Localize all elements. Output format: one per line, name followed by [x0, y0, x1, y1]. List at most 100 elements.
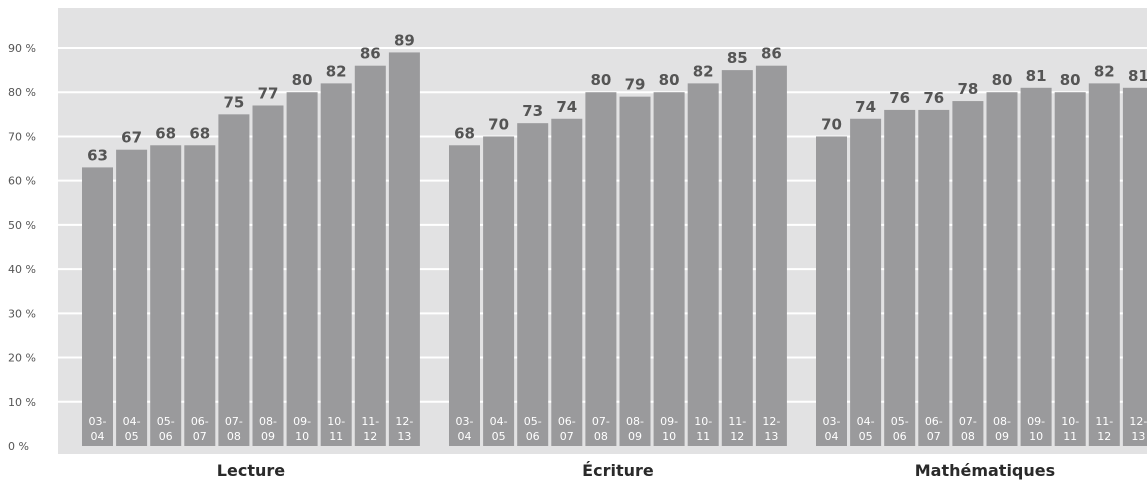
category-label: 12 — [363, 430, 377, 443]
y-tick-label: 0 % — [8, 440, 29, 453]
data-label: 80 — [1060, 71, 1081, 89]
category-label: 09 — [628, 430, 642, 443]
category-label: 12- — [1129, 415, 1147, 428]
y-tick-label: 20 % — [8, 352, 36, 365]
category-label: 11- — [728, 415, 746, 428]
data-label: 76 — [889, 89, 910, 107]
category-label: 04 — [458, 430, 472, 443]
y-axis: 0 % 10 % 20 % 30 % 40 % 50 % 60 % 70 % 80 % 90 % — [8, 42, 36, 453]
bar — [687, 83, 719, 446]
category-label: 06- — [558, 415, 576, 428]
category-label: 07- — [959, 415, 977, 428]
category-label: 09- — [1027, 415, 1045, 428]
bar — [1088, 83, 1120, 446]
category-label: 10 — [662, 430, 676, 443]
y-tick-label: 10 % — [8, 396, 36, 409]
data-label: 67 — [121, 129, 142, 147]
category-label: 10 — [1029, 430, 1043, 443]
category-label: 04 — [91, 430, 105, 443]
bar — [1054, 92, 1086, 446]
data-label: 68 — [155, 124, 176, 142]
bar — [82, 167, 113, 446]
data-label: 75 — [223, 93, 244, 111]
bar — [850, 118, 882, 446]
group-label: Lecture — [217, 461, 285, 480]
data-label: 79 — [625, 76, 646, 94]
data-label: 70 — [821, 115, 842, 133]
y-tick-label: 50 % — [8, 219, 36, 232]
category-label: 05- — [157, 415, 175, 428]
y-tick-label: 60 % — [8, 175, 36, 188]
data-label: 80 — [659, 71, 680, 89]
category-label: 12- — [395, 415, 413, 428]
data-label: 81 — [1128, 67, 1147, 85]
bar — [952, 101, 984, 447]
category-label: 06 — [526, 430, 540, 443]
category-label: 13 — [1131, 430, 1145, 443]
category-label: 07 — [927, 430, 941, 443]
bar — [218, 114, 250, 446]
bar — [1122, 87, 1147, 447]
data-label: 68 — [189, 124, 210, 142]
bar — [449, 145, 480, 447]
data-label: 78 — [957, 80, 978, 98]
category-label: 12 — [730, 430, 744, 443]
bar — [286, 92, 318, 446]
y-tick-label: 90 % — [8, 42, 36, 55]
group-2: 70 03- 04 74 04- 05 76 05- 06 76 06- 07 78 07- 08 80 08-… — [816, 62, 1147, 480]
bar — [755, 65, 787, 446]
category-label: 09 — [261, 430, 275, 443]
category-label: 10- — [327, 415, 345, 428]
category-label: 08 — [594, 430, 608, 443]
category-label: 06 — [159, 430, 173, 443]
group-1: 68 03- 04 70 04- 05 73 05- 06 74 06- 07 80 07- 08 79 08-… — [449, 45, 787, 480]
category-label: 03- — [456, 415, 474, 428]
category-label: 11 — [1063, 430, 1077, 443]
category-label: 06- — [925, 415, 943, 428]
category-label: 06- — [191, 415, 209, 428]
category-label: 08- — [259, 415, 277, 428]
category-label: 05- — [524, 415, 542, 428]
bar — [816, 136, 847, 446]
y-tick-label: 70 % — [8, 130, 36, 143]
y-tick-label: 30 % — [8, 307, 36, 320]
category-label: 09 — [995, 430, 1009, 443]
category-label: 11- — [1095, 415, 1113, 428]
category-label: 13 — [764, 430, 778, 443]
data-label: 70 — [488, 115, 509, 133]
category-label: 05 — [492, 430, 506, 443]
bar — [150, 145, 182, 447]
data-label: 76 — [923, 89, 944, 107]
category-label: 07 — [560, 430, 574, 443]
category-label: 05 — [859, 430, 873, 443]
category-label: 07- — [225, 415, 243, 428]
bar — [354, 65, 386, 446]
data-label: 80 — [292, 71, 313, 89]
category-label: 08 — [227, 430, 241, 443]
bar — [986, 92, 1018, 446]
category-label: 12- — [762, 415, 780, 428]
data-label: 82 — [1094, 62, 1115, 80]
bar — [116, 149, 148, 446]
category-label: 12 — [1097, 430, 1111, 443]
data-label: 74 — [855, 98, 876, 116]
category-label: 10 — [295, 430, 309, 443]
y-tick-label: 80 % — [8, 86, 36, 99]
bar — [721, 70, 753, 446]
bar — [184, 145, 216, 447]
data-label: 68 — [454, 124, 475, 142]
data-label: 86 — [360, 45, 381, 63]
bar — [653, 92, 685, 446]
category-label: 08- — [626, 415, 644, 428]
category-label: 08- — [993, 415, 1011, 428]
group-label: Mathématiques — [915, 461, 1055, 480]
category-label: 11- — [361, 415, 379, 428]
category-label: 07 — [193, 430, 207, 443]
category-label: 08 — [961, 430, 975, 443]
category-label: 09- — [660, 415, 678, 428]
bar — [884, 109, 916, 447]
category-label: 03- — [823, 415, 841, 428]
group-label: Écriture — [582, 461, 654, 480]
bar — [551, 118, 583, 446]
